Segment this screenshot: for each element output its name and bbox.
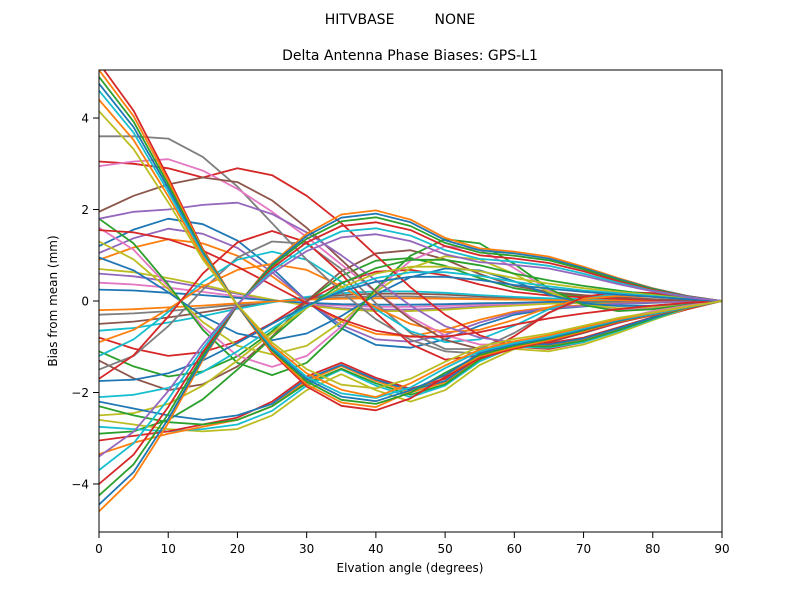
series-line-14 bbox=[99, 249, 722, 392]
series-line-42 bbox=[99, 221, 722, 485]
x-tick-label: 40 bbox=[368, 542, 383, 556]
series-line-29 bbox=[99, 258, 722, 435]
y-tick-label: 4 bbox=[81, 112, 89, 126]
x-axis-label: Elvation angle (degrees) bbox=[337, 561, 484, 575]
series-line-13 bbox=[99, 227, 722, 343]
series-line-21 bbox=[99, 217, 722, 377]
y-tick-label: 2 bbox=[81, 203, 89, 217]
chart-title: Delta Antenna Phase Biases: GPS-L1 bbox=[282, 48, 538, 64]
series-line-08 bbox=[99, 297, 722, 312]
y-tick-label: 0 bbox=[81, 295, 89, 309]
y-tick-label: −2 bbox=[71, 386, 89, 400]
axis-ticks: 0 10 20 30 40 50 60 70 80 90 −4 −2 0 2 4 bbox=[71, 112, 729, 556]
x-tick-label: 60 bbox=[507, 542, 522, 556]
series-line-33 bbox=[99, 300, 722, 433]
x-tick-label: 50 bbox=[437, 542, 452, 556]
x-tick-label: 80 bbox=[645, 542, 660, 556]
y-tick-label: −4 bbox=[71, 477, 89, 491]
x-tick-label: 90 bbox=[714, 542, 729, 556]
series-line-43 bbox=[99, 227, 722, 472]
series-line-41 bbox=[99, 216, 722, 497]
x-tick-label: 70 bbox=[576, 542, 591, 556]
x-tick-label: 10 bbox=[161, 542, 176, 556]
x-tick-label: 20 bbox=[230, 542, 245, 556]
series-line-40 bbox=[99, 212, 722, 506]
series-line-31 bbox=[99, 271, 722, 399]
series-line-51 bbox=[99, 110, 722, 390]
series-line-50 bbox=[99, 98, 722, 399]
series-line-30 bbox=[99, 265, 722, 417]
series-line-20 bbox=[99, 262, 722, 344]
x-tick-label: 30 bbox=[299, 542, 314, 556]
series-layer bbox=[99, 70, 722, 513]
series-line-44 bbox=[99, 233, 722, 458]
y-axis-label: Bias from mean (mm) bbox=[46, 235, 60, 366]
series-line-37 bbox=[99, 300, 722, 426]
x-tick-label: 0 bbox=[95, 542, 103, 556]
figure-title: HITVBASE NONE bbox=[325, 12, 476, 28]
